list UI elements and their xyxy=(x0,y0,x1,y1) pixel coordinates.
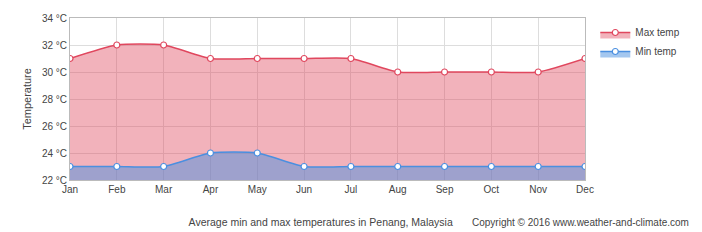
svg-text:Temperature: Temperature xyxy=(21,68,33,130)
svg-text:24 °C: 24 °C xyxy=(42,148,67,159)
svg-text:Jul: Jul xyxy=(345,184,358,195)
svg-text:Oct: Oct xyxy=(484,184,500,195)
svg-text:Jan: Jan xyxy=(62,184,78,195)
svg-text:Mar: Mar xyxy=(155,184,173,195)
svg-text:32 °C: 32 °C xyxy=(42,40,67,51)
svg-text:May: May xyxy=(248,184,267,195)
svg-text:Copyright © 2016 www.weather-a: Copyright © 2016 www.weather-and-climate… xyxy=(472,217,689,228)
svg-text:26 °C: 26 °C xyxy=(42,121,67,132)
svg-text:28 °C: 28 °C xyxy=(42,94,67,105)
svg-text:Nov: Nov xyxy=(529,184,547,195)
svg-text:Aug: Aug xyxy=(389,184,407,195)
svg-text:22 °C: 22 °C xyxy=(42,175,67,186)
svg-text:Apr: Apr xyxy=(203,184,219,195)
svg-text:Sep: Sep xyxy=(436,184,454,195)
svg-text:Min temp: Min temp xyxy=(635,46,677,57)
svg-text:Average min and max temperatur: Average min and max temperatures in Pena… xyxy=(189,216,453,228)
svg-text:30 °C: 30 °C xyxy=(42,67,67,78)
svg-text:Feb: Feb xyxy=(108,184,126,195)
svg-text:Jun: Jun xyxy=(296,184,312,195)
svg-text:34 °C: 34 °C xyxy=(42,13,67,24)
svg-text:Dec: Dec xyxy=(576,184,594,195)
svg-text:Max temp: Max temp xyxy=(635,27,679,38)
